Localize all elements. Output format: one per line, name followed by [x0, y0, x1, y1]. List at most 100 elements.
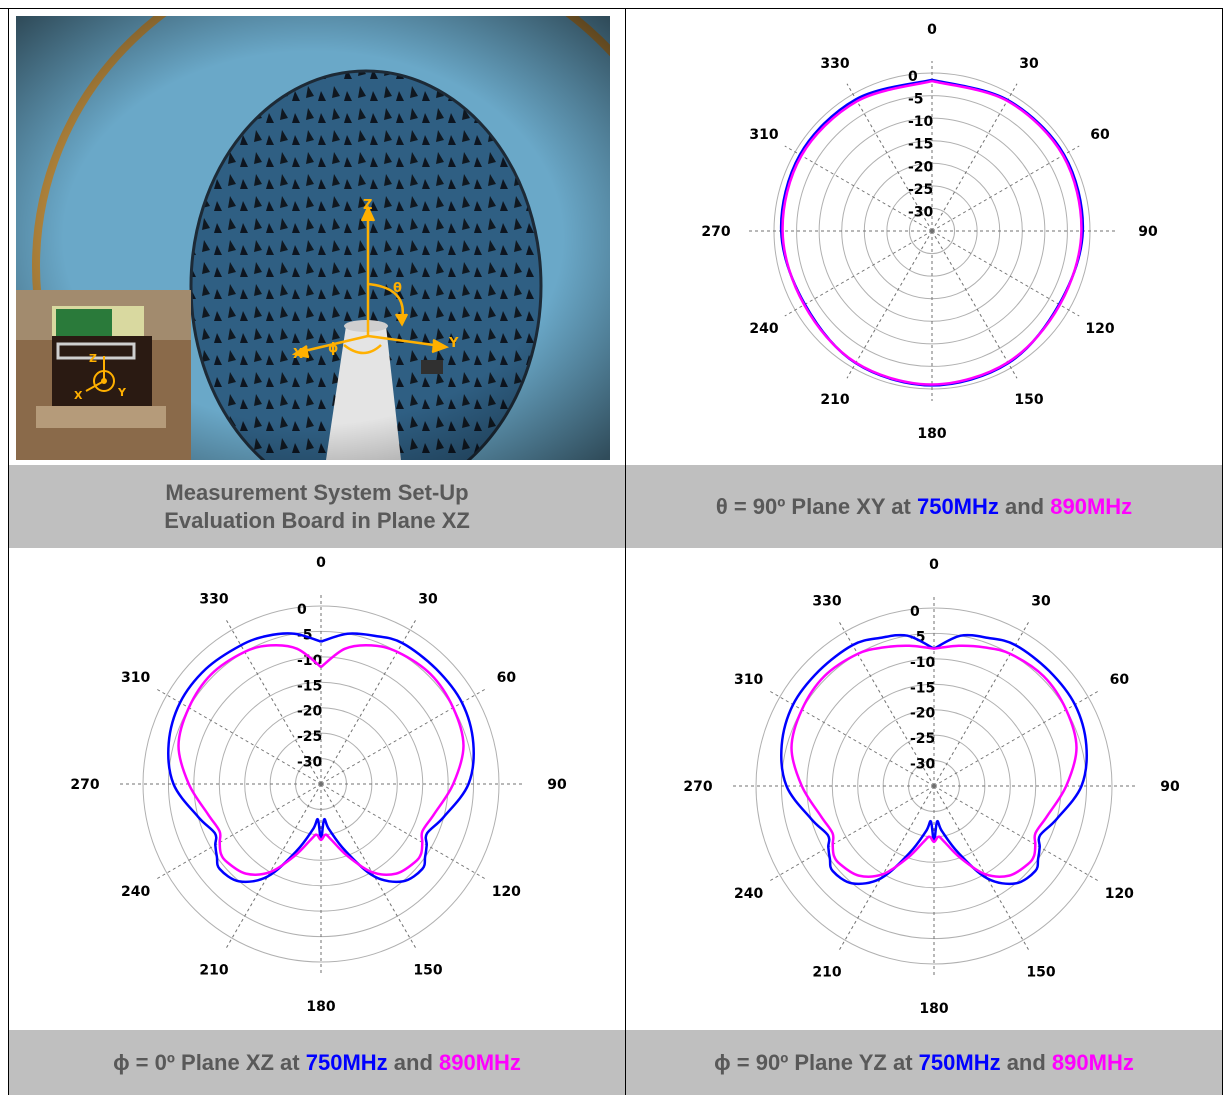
angular-gridline — [320, 688, 486, 785]
angular-gridline — [320, 783, 417, 949]
radial-tick-label: -25 — [297, 729, 322, 745]
grid-divider-vertical — [625, 8, 626, 1095]
angle-tick-label: 60 — [497, 670, 517, 686]
radial-gridline — [886, 185, 978, 277]
radial-tick-label: -30 — [910, 757, 936, 773]
caption-plane-yz: ϕ = 90º Plane YZ at 750MHz and 890MHz — [626, 1030, 1222, 1095]
angle-tick-label: 330 — [199, 592, 228, 608]
y-axis-label: Y — [448, 336, 459, 351]
caption-yz-and: and — [1000, 1049, 1052, 1075]
series-line-890MHz — [781, 79, 1083, 386]
radial-tick-label: -5 — [908, 92, 924, 108]
angle-tick-label: 270 — [701, 224, 730, 240]
radial-tick-label: -10 — [297, 653, 323, 669]
caption-yz-750: 750MHz — [918, 1049, 1001, 1075]
angle-tick-label: 180 — [919, 1001, 948, 1017]
angle-tick-label: 210 — [820, 392, 849, 408]
grid-border-left — [8, 8, 9, 1095]
polar-chart-plane-xz: 0-5-10-15-20-25-300306090120150180210240… — [70, 555, 567, 1015]
angle-tick-label: 310 — [121, 670, 150, 686]
angle-tick-label: 150 — [1014, 392, 1043, 408]
angle-tick-label: 0 — [929, 557, 939, 573]
radial-gridline — [908, 207, 956, 255]
angle-tick-label: 60 — [1090, 127, 1110, 143]
angle-tick-label: 310 — [749, 127, 778, 143]
angular-gridline — [931, 230, 1080, 317]
angle-tick-label: 330 — [820, 56, 849, 72]
caption-xy-890: 890MHz — [1050, 493, 1133, 519]
angular-gridline — [933, 785, 1030, 951]
evaluation-board-inset — [16, 290, 191, 460]
angle-tick-label: 90 — [1160, 779, 1180, 795]
polar-chart-plane-yz: 0-5-10-15-20-25-300306090120150180210240… — [683, 557, 1180, 1017]
radial-gridline — [857, 709, 1011, 863]
angular-gridline — [933, 690, 1099, 787]
angular-gridline — [769, 785, 935, 882]
caption-xz-and: and — [387, 1049, 439, 1075]
caption-setup: Measurement System Set-Up Evaluation Boa… — [9, 465, 625, 548]
radial-tick-label: -10 — [910, 655, 936, 671]
radial-gridline — [218, 681, 424, 887]
radial-tick-label: -15 — [908, 137, 933, 153]
radial-gridline — [831, 683, 1037, 889]
angular-gridline — [225, 619, 322, 785]
angle-tick-label: 180 — [917, 426, 946, 442]
angular-gridline — [933, 785, 1099, 882]
caption-plane-xz: ϕ = 0º Plane XZ at 750MHz and 890MHz — [9, 1030, 625, 1095]
angular-gridline — [156, 783, 322, 880]
theta-angle-label: θ — [393, 281, 402, 296]
angle-tick-label: 330 — [812, 594, 841, 610]
inset-z-label: Z — [89, 352, 97, 365]
radial-tick-label: -10 — [908, 114, 934, 130]
radial-gridline — [796, 95, 1068, 367]
angle-tick-label: 120 — [1105, 886, 1134, 902]
radial-tick-label: -25 — [910, 731, 935, 747]
radial-tick-label: 0 — [908, 69, 918, 85]
caption-yz-prefix: ϕ = 90º Plane YZ at — [714, 1049, 919, 1075]
caption-xy-and: and — [998, 493, 1051, 519]
angle-tick-label: 0 — [927, 22, 937, 38]
caption-setup-line1: Measurement System Set-Up — [165, 479, 469, 505]
angular-gridline — [320, 619, 417, 785]
phi-angle-label: ϕ — [328, 341, 338, 356]
radial-tick-label: 0 — [297, 602, 307, 618]
radial-tick-label: -20 — [910, 706, 936, 722]
caption-xy-prefix: θ = 90º Plane XY at — [715, 493, 917, 519]
angle-tick-label: 60 — [1110, 672, 1130, 688]
angular-gridline — [846, 83, 933, 232]
angular-gridline — [838, 785, 935, 951]
angle-tick-label: 310 — [734, 672, 763, 688]
angular-gridline — [225, 783, 322, 949]
radial-gridline — [755, 607, 1113, 965]
angle-tick-label: 240 — [734, 886, 763, 902]
radial-tick-label: -30 — [908, 204, 934, 220]
inset-y-label: Y — [117, 386, 127, 399]
z-axis-label: Z — [363, 198, 372, 213]
radial-gridline — [818, 117, 1046, 345]
angle-tick-label: 270 — [683, 779, 712, 795]
angular-gridline — [931, 230, 1018, 379]
inset-x-label: X — [74, 389, 83, 402]
radial-tick-label: -15 — [297, 678, 322, 694]
angle-tick-label: 0 — [316, 555, 326, 571]
angle-tick-label: 210 — [199, 962, 228, 978]
caption-plane-xy: θ = 90º Plane XY at 750MHz and 890MHz — [626, 465, 1222, 548]
radial-gridline — [142, 605, 500, 963]
grid-border-top — [0, 8, 1223, 9]
angular-gridline — [156, 688, 322, 785]
angle-tick-label: 30 — [418, 592, 438, 608]
polar-chart-plane-xy: 0 -5 -10 -15 -20 -25 -30 0 30 60 90 120 150 180 210 240… — [701, 22, 1158, 442]
radial-tick-label: -30 — [297, 755, 323, 771]
radial-tick-label: -20 — [297, 704, 323, 720]
radial-tick-label: -25 — [908, 182, 933, 198]
angular-gridline — [320, 783, 486, 880]
series-line-890MHz — [177, 643, 465, 876]
caption-xy-750: 750MHz — [916, 493, 999, 519]
angle-tick-label: 270 — [70, 777, 99, 793]
angular-gridline — [769, 690, 935, 787]
radial-tick-label: -20 — [908, 159, 934, 175]
angle-tick-label: 120 — [1085, 321, 1114, 337]
angle-tick-label: 150 — [1026, 964, 1055, 980]
measurement-setup-photo: Z Y X θ ϕ Z X Y — [16, 16, 610, 460]
series-line-890MHz — [790, 644, 1078, 878]
